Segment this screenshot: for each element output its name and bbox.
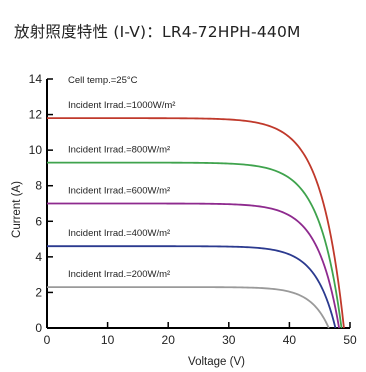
x-tick-label: 50 — [343, 333, 357, 347]
x-tick-label: 10 — [101, 333, 115, 347]
series-label-4: Incident Irrad.=400W/m² — [68, 228, 170, 239]
y-tick-label: 6 — [35, 214, 42, 228]
y-tick-label: 12 — [29, 108, 43, 122]
y-tick-label: 0 — [35, 321, 42, 335]
series-label-2: Incident Irrad.=800W/m² — [68, 145, 170, 156]
y-tick-label: 8 — [35, 179, 42, 193]
page-title: 放射照度特性 (I-V)：LR4-72HPH-440M — [14, 23, 301, 41]
y-tick-label: 4 — [35, 250, 42, 264]
y-tick-label: 2 — [35, 285, 42, 299]
series-line-3 — [47, 202, 340, 329]
y-tick-label: 10 — [29, 143, 43, 157]
x-tick-label: 20 — [162, 333, 176, 347]
x-tick-label: 30 — [222, 333, 236, 347]
y-tick-label: 14 — [29, 72, 43, 86]
series-label-3: Incident Irrad.=600W/m² — [68, 186, 170, 197]
x-axis-label: Voltage (V) — [188, 356, 245, 368]
series-label-5: Incident Irrad.=200W/m² — [68, 269, 170, 280]
series-line-1 — [47, 117, 345, 329]
cell-temp-note: Cell temp.=25°C — [68, 75, 138, 86]
x-tick-label: 40 — [283, 333, 297, 347]
series-line-5 — [47, 286, 330, 329]
y-axis-label: Current (A) — [11, 181, 23, 238]
series-label-1: Incident Irrad.=1000W/m² — [68, 100, 175, 111]
x-tick-label: 0 — [44, 333, 51, 347]
series-line-2 — [47, 161, 343, 329]
series-line-4 — [47, 245, 337, 329]
